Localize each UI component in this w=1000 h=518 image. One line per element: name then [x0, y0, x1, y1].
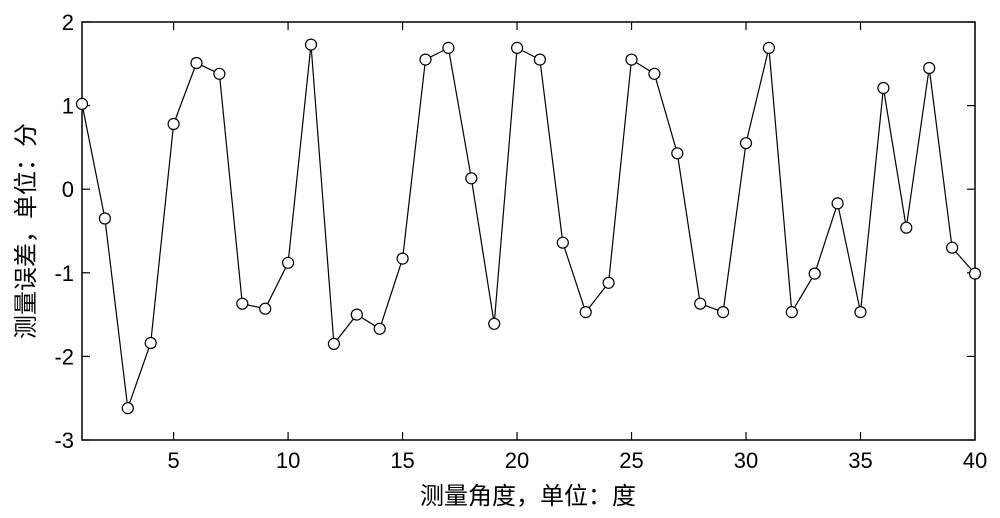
- x-tick-label: 30: [734, 448, 758, 473]
- data-point-marker: [374, 323, 385, 334]
- data-point-marker: [626, 54, 637, 65]
- x-tick-label: 35: [848, 448, 872, 473]
- y-tick-label: 0: [62, 177, 74, 202]
- y-axis-label: 测量误差，单位：分: [12, 123, 40, 339]
- data-point-marker: [878, 83, 889, 94]
- series-line: [82, 45, 975, 409]
- y-tick-label: -1: [54, 261, 74, 286]
- series-markers: [77, 39, 981, 414]
- data-point-marker: [809, 268, 820, 279]
- y-tick-label: 2: [62, 10, 74, 35]
- axis-tick-labels: 5 10 15 20 25 30 35 40 -3 -2 -1 0 1 2: [54, 10, 987, 473]
- x-tick-label: 10: [276, 448, 300, 473]
- axis-ticks: [82, 22, 975, 440]
- data-point-marker: [763, 42, 774, 53]
- data-point-marker: [741, 138, 752, 149]
- y-tick-label: -2: [54, 344, 74, 369]
- data-point-marker: [832, 198, 843, 209]
- data-point-marker: [283, 257, 294, 268]
- data-point-marker: [695, 298, 706, 309]
- data-point-marker: [168, 119, 179, 130]
- data-point-marker: [237, 298, 248, 309]
- data-point-marker: [603, 277, 614, 288]
- data-point-marker: [786, 307, 797, 318]
- data-point-marker: [214, 68, 225, 79]
- data-point-marker: [77, 98, 88, 109]
- data-point-marker: [351, 309, 362, 320]
- data-point-marker: [580, 307, 591, 318]
- data-point-marker: [534, 54, 545, 65]
- x-tick-label: 25: [619, 448, 643, 473]
- data-point-marker: [443, 42, 454, 53]
- data-point-marker: [306, 39, 317, 50]
- data-point-marker: [466, 173, 477, 184]
- data-point-marker: [489, 318, 500, 329]
- x-tick-label: 20: [505, 448, 529, 473]
- x-tick-label: 5: [167, 448, 179, 473]
- data-point-marker: [855, 307, 866, 318]
- x-tick-label: 40: [963, 448, 987, 473]
- data-point-marker: [397, 253, 408, 264]
- data-point-marker: [557, 237, 568, 248]
- data-point-marker: [99, 213, 110, 224]
- y-tick-label: 1: [62, 94, 74, 119]
- x-tick-label: 15: [390, 448, 414, 473]
- data-point-marker: [145, 338, 156, 349]
- x-axis-label: 测量角度，单位：度: [420, 482, 636, 510]
- y-tick-label: -3: [54, 428, 74, 453]
- data-point-marker: [191, 58, 202, 69]
- data-point-marker: [649, 68, 660, 79]
- data-point-marker: [512, 42, 523, 53]
- data-point-marker: [924, 63, 935, 74]
- data-point-marker: [122, 403, 133, 414]
- data-point-marker: [672, 148, 683, 159]
- data-point-marker: [947, 242, 958, 253]
- data-point-marker: [420, 54, 431, 65]
- data-point-marker: [718, 307, 729, 318]
- data-point-marker: [901, 222, 912, 233]
- data-point-marker: [328, 338, 339, 349]
- data-point-marker: [260, 303, 271, 314]
- data-point-marker: [970, 268, 981, 279]
- plot-area: [82, 22, 975, 440]
